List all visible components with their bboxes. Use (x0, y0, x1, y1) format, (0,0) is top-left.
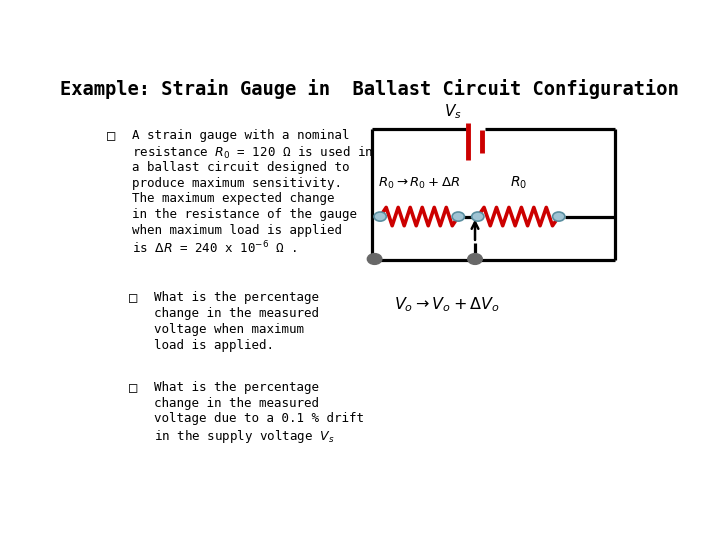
Text: change in the measured: change in the measured (154, 307, 319, 320)
Circle shape (452, 212, 464, 221)
Text: What is the percentage: What is the percentage (154, 292, 319, 305)
Text: resistance $R_0$ = 120 Ω is used in: resistance $R_0$ = 120 Ω is used in (132, 145, 373, 161)
Text: a ballast circuit designed to: a ballast circuit designed to (132, 161, 349, 174)
Text: $V_s$: $V_s$ (444, 102, 462, 121)
Text: voltage when maximum: voltage when maximum (154, 323, 304, 336)
Text: load is applied.: load is applied. (154, 339, 274, 352)
Text: $V_o \rightarrow V_o + \Delta V_o$: $V_o \rightarrow V_o + \Delta V_o$ (394, 295, 500, 314)
Circle shape (468, 254, 482, 265)
Text: $R_0$: $R_0$ (510, 174, 527, 191)
Text: □: □ (107, 129, 115, 143)
Text: is $\Delta R$ = 240 x 10$^{-6}$ Ω .: is $\Delta R$ = 240 x 10$^{-6}$ Ω . (132, 240, 297, 256)
Circle shape (472, 212, 484, 221)
Text: in the supply voltage $V_s$: in the supply voltage $V_s$ (154, 428, 335, 445)
Text: □: □ (129, 381, 138, 395)
Text: The maximum expected change: The maximum expected change (132, 192, 334, 205)
Text: produce maximum sensitivity.: produce maximum sensitivity. (132, 177, 342, 190)
Text: voltage due to a 0.1 % drift: voltage due to a 0.1 % drift (154, 413, 364, 426)
Text: What is the percentage: What is the percentage (154, 381, 319, 394)
Circle shape (552, 212, 565, 221)
Text: $R_0 \rightarrow R_0 + \Delta R$: $R_0 \rightarrow R_0 + \Delta R$ (378, 176, 461, 191)
Text: when maximum load is applied: when maximum load is applied (132, 224, 342, 237)
Text: □: □ (129, 292, 138, 306)
Text: in the resistance of the gauge: in the resistance of the gauge (132, 208, 357, 221)
Circle shape (367, 254, 382, 265)
Circle shape (374, 212, 387, 221)
Text: change in the measured: change in the measured (154, 396, 319, 410)
Text: A strain gauge with a nominal: A strain gauge with a nominal (132, 129, 349, 142)
Text: Example: Strain Gauge in  Ballast Circuit Configuration: Example: Strain Gauge in Ballast Circuit… (60, 79, 678, 99)
